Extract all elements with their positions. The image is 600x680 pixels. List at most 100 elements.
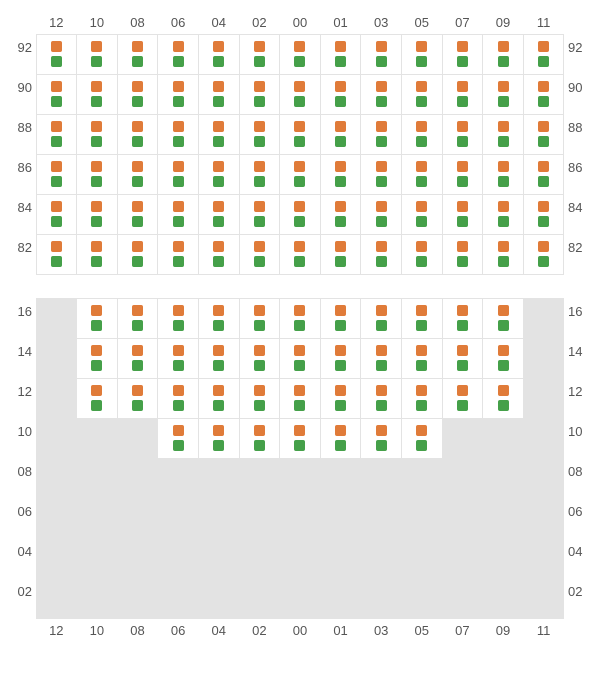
slot-cell[interactable] bbox=[442, 378, 484, 419]
slot-cell[interactable] bbox=[279, 114, 321, 155]
slot-cell[interactable] bbox=[239, 194, 281, 235]
slot-cell[interactable] bbox=[157, 234, 199, 275]
slot-cell[interactable] bbox=[523, 114, 565, 155]
slot-cell[interactable] bbox=[157, 418, 199, 459]
slot-cell[interactable] bbox=[523, 74, 565, 115]
slot-cell[interactable] bbox=[442, 234, 484, 275]
slot-cell[interactable] bbox=[36, 194, 78, 235]
slot-cell[interactable] bbox=[117, 378, 159, 419]
slot-cell[interactable] bbox=[198, 114, 240, 155]
slot-cell[interactable] bbox=[401, 298, 443, 339]
slot-cell[interactable] bbox=[482, 114, 524, 155]
slot-cell[interactable] bbox=[157, 338, 199, 379]
slot-cell[interactable] bbox=[279, 234, 321, 275]
slot-cell[interactable] bbox=[401, 114, 443, 155]
slot-cell[interactable] bbox=[320, 234, 362, 275]
slot-cell[interactable] bbox=[320, 194, 362, 235]
slot-cell[interactable] bbox=[239, 154, 281, 195]
slot-cell[interactable] bbox=[76, 34, 118, 75]
slot-cell[interactable] bbox=[279, 154, 321, 195]
slot-cell[interactable] bbox=[442, 114, 484, 155]
slot-cell[interactable] bbox=[360, 114, 402, 155]
slot-cell[interactable] bbox=[523, 34, 565, 75]
slot-cell[interactable] bbox=[239, 418, 281, 459]
slot-cell[interactable] bbox=[117, 34, 159, 75]
slot-cell[interactable] bbox=[360, 34, 402, 75]
slot-cell[interactable] bbox=[360, 194, 402, 235]
slot-cell[interactable] bbox=[279, 74, 321, 115]
slot-cell[interactable] bbox=[198, 418, 240, 459]
slot-cell[interactable] bbox=[320, 378, 362, 419]
slot-cell[interactable] bbox=[320, 74, 362, 115]
slot-cell[interactable] bbox=[239, 234, 281, 275]
slot-cell[interactable] bbox=[442, 298, 484, 339]
slot-cell[interactable] bbox=[320, 114, 362, 155]
slot-cell[interactable] bbox=[239, 378, 281, 419]
slot-cell[interactable] bbox=[117, 298, 159, 339]
slot-cell[interactable] bbox=[360, 154, 402, 195]
slot-cell[interactable] bbox=[36, 154, 78, 195]
slot-cell[interactable] bbox=[157, 298, 199, 339]
slot-cell[interactable] bbox=[401, 234, 443, 275]
slot-cell[interactable] bbox=[482, 194, 524, 235]
slot-cell[interactable] bbox=[360, 418, 402, 459]
slot-cell[interactable] bbox=[442, 74, 484, 115]
slot-cell[interactable] bbox=[360, 298, 402, 339]
slot-cell[interactable] bbox=[198, 378, 240, 419]
slot-cell[interactable] bbox=[239, 74, 281, 115]
slot-cell[interactable] bbox=[523, 154, 565, 195]
slot-cell[interactable] bbox=[157, 74, 199, 115]
slot-cell[interactable] bbox=[157, 34, 199, 75]
slot-cell[interactable] bbox=[482, 338, 524, 379]
slot-cell[interactable] bbox=[442, 338, 484, 379]
slot-cell[interactable] bbox=[360, 378, 402, 419]
slot-cell[interactable] bbox=[239, 298, 281, 339]
slot-cell[interactable] bbox=[117, 114, 159, 155]
slot-cell[interactable] bbox=[157, 194, 199, 235]
slot-cell[interactable] bbox=[401, 34, 443, 75]
slot-cell[interactable] bbox=[401, 194, 443, 235]
slot-cell[interactable] bbox=[198, 298, 240, 339]
slot-cell[interactable] bbox=[36, 114, 78, 155]
slot-cell[interactable] bbox=[36, 34, 78, 75]
slot-cell[interactable] bbox=[320, 298, 362, 339]
slot-cell[interactable] bbox=[401, 74, 443, 115]
slot-cell[interactable] bbox=[360, 74, 402, 115]
slot-cell[interactable] bbox=[76, 74, 118, 115]
slot-cell[interactable] bbox=[198, 74, 240, 115]
slot-cell[interactable] bbox=[76, 114, 118, 155]
slot-cell[interactable] bbox=[482, 378, 524, 419]
slot-cell[interactable] bbox=[320, 418, 362, 459]
slot-cell[interactable] bbox=[482, 154, 524, 195]
slot-cell[interactable] bbox=[117, 154, 159, 195]
slot-cell[interactable] bbox=[76, 298, 118, 339]
slot-cell[interactable] bbox=[76, 338, 118, 379]
slot-cell[interactable] bbox=[279, 194, 321, 235]
slot-cell[interactable] bbox=[198, 194, 240, 235]
slot-cell[interactable] bbox=[117, 234, 159, 275]
slot-cell[interactable] bbox=[523, 194, 565, 235]
slot-cell[interactable] bbox=[320, 338, 362, 379]
slot-cell[interactable] bbox=[198, 338, 240, 379]
slot-cell[interactable] bbox=[401, 154, 443, 195]
slot-cell[interactable] bbox=[523, 234, 565, 275]
slot-cell[interactable] bbox=[320, 34, 362, 75]
slot-cell[interactable] bbox=[482, 234, 524, 275]
slot-cell[interactable] bbox=[76, 194, 118, 235]
slot-cell[interactable] bbox=[401, 338, 443, 379]
slot-cell[interactable] bbox=[279, 378, 321, 419]
slot-cell[interactable] bbox=[198, 34, 240, 75]
slot-cell[interactable] bbox=[76, 234, 118, 275]
slot-cell[interactable] bbox=[279, 298, 321, 339]
slot-cell[interactable] bbox=[76, 378, 118, 419]
slot-cell[interactable] bbox=[279, 338, 321, 379]
slot-cell[interactable] bbox=[482, 34, 524, 75]
slot-cell[interactable] bbox=[482, 298, 524, 339]
slot-cell[interactable] bbox=[320, 154, 362, 195]
slot-cell[interactable] bbox=[279, 34, 321, 75]
slot-cell[interactable] bbox=[117, 194, 159, 235]
slot-cell[interactable] bbox=[360, 234, 402, 275]
slot-cell[interactable] bbox=[157, 378, 199, 419]
slot-cell[interactable] bbox=[239, 338, 281, 379]
slot-cell[interactable] bbox=[117, 338, 159, 379]
